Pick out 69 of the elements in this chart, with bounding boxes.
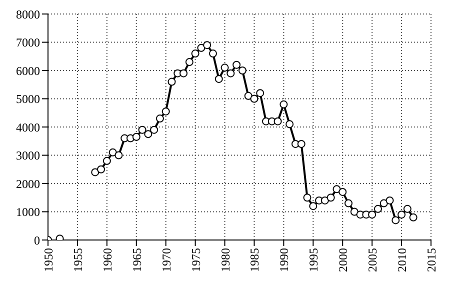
point — [380, 199, 388, 208]
y-tick-label: 5000 — [16, 92, 40, 106]
point — [392, 216, 400, 224]
point — [203, 41, 212, 50]
point — [403, 204, 412, 213]
point — [168, 78, 176, 86]
point — [150, 126, 158, 134]
point — [226, 69, 235, 78]
x-tick-label: 1965 — [130, 248, 144, 272]
point — [398, 210, 406, 219]
x-tick-label: 1995 — [306, 248, 321, 272]
point — [97, 165, 106, 174]
point — [332, 185, 341, 194]
point — [350, 208, 358, 216]
x-tick-label: 2015 — [424, 248, 439, 272]
point — [286, 120, 294, 128]
x-tick-label: 1970 — [159, 248, 174, 272]
point — [191, 50, 200, 58]
y-tick-label: 6000 — [16, 64, 40, 78]
point — [368, 210, 376, 219]
point — [102, 156, 111, 165]
x-tick-label: 1960 — [100, 248, 114, 272]
point — [303, 194, 312, 202]
y-tick-label: 2000 — [16, 176, 40, 191]
point — [232, 60, 241, 69]
point — [344, 199, 353, 208]
point — [409, 213, 418, 222]
y-tick-label: 7000 — [16, 36, 40, 50]
x-tick-label: 1950 — [42, 248, 56, 272]
point — [274, 117, 282, 126]
y-tick-label: 0 — [34, 233, 40, 248]
point — [309, 202, 318, 210]
point — [197, 44, 206, 52]
point — [114, 151, 123, 160]
point — [256, 89, 264, 98]
point — [138, 126, 146, 134]
y-tick-label: 3000 — [16, 148, 40, 163]
y-tick-label: 4000 — [16, 120, 40, 134]
point — [108, 148, 117, 156]
point — [180, 69, 188, 78]
point — [386, 196, 394, 204]
point — [326, 194, 335, 202]
point — [162, 107, 170, 116]
point — [220, 64, 229, 72]
x-tick-label: 1980 — [218, 248, 232, 272]
point — [238, 66, 246, 74]
y-tick-label: 1000 — [16, 205, 40, 220]
x-tick-label: 1955 — [70, 248, 85, 272]
point — [297, 140, 306, 148]
x-tick-label: 2005 — [366, 248, 380, 272]
x-tick-label: 1985 — [248, 248, 262, 272]
x-tick-label: 1990 — [277, 248, 292, 272]
point — [214, 74, 223, 83]
point — [156, 114, 164, 123]
point — [144, 130, 152, 138]
point — [320, 196, 329, 204]
point — [374, 204, 382, 213]
point — [91, 168, 100, 176]
x-tick-label: 2010 — [395, 248, 410, 272]
point — [250, 94, 258, 103]
point — [280, 100, 288, 108]
x-tick-label: 1975 — [188, 248, 203, 272]
point — [132, 132, 140, 141]
point — [185, 58, 194, 66]
y-tick-label: 8000 — [16, 7, 40, 22]
point — [338, 188, 347, 196]
point — [244, 92, 252, 100]
x-tick-label: 2000 — [336, 248, 350, 272]
point — [208, 50, 217, 58]
